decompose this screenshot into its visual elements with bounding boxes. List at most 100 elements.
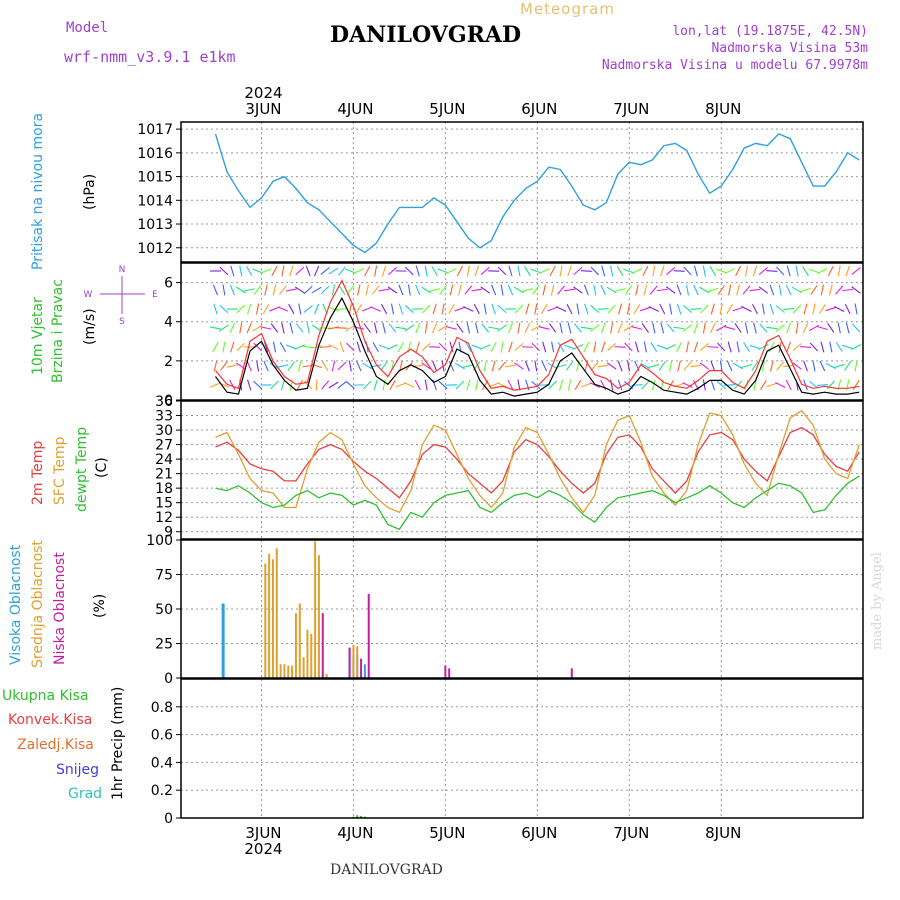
cloud-mid-bar (275, 548, 278, 678)
wind-arrow (659, 303, 666, 315)
wind-arrow (230, 265, 235, 277)
wind-arrow (449, 341, 454, 353)
wind-arrow (247, 379, 252, 391)
wind-arrow (488, 326, 500, 330)
wind-arrow (263, 341, 269, 353)
wind-arrow (634, 360, 640, 372)
wind-arrow (212, 341, 219, 353)
wind-arrow (659, 265, 665, 277)
wind-arrow (623, 268, 634, 274)
wind-arrow (758, 286, 769, 294)
precip-bar (360, 815, 363, 818)
wind-arrow (353, 268, 365, 274)
wind-arrow (365, 284, 370, 296)
wind-arrow (820, 341, 825, 353)
wind-arrow (610, 379, 614, 391)
wind-arrow (314, 303, 320, 315)
wind-arrow (563, 288, 576, 292)
wind-arrow (424, 322, 428, 334)
wind-arrow (236, 342, 246, 352)
wind-arrow (758, 344, 769, 350)
temp2m-line (215, 426, 860, 499)
cloud-mid-bar (317, 555, 320, 678)
wind-arrow (658, 361, 666, 371)
wind-arrow (295, 323, 304, 333)
wind-arrow (497, 324, 507, 332)
wind-arrow (462, 364, 474, 368)
wind-arrow (431, 322, 438, 334)
wind-arrow (769, 284, 775, 296)
wind-arrow (497, 304, 507, 314)
cloud-mid-bar (287, 665, 290, 678)
ytick-label: 15 (155, 496, 173, 512)
legend-zaledj: Zaledj.Kisa (17, 737, 94, 753)
wind-arrow (404, 382, 415, 388)
wind-arrow (583, 341, 590, 353)
wind-arrow (743, 342, 750, 352)
ytick-label: 0.6 (151, 728, 173, 744)
wind-arrow (429, 288, 441, 292)
wind-arrow (631, 326, 643, 330)
ytick-label: 6 (164, 276, 173, 292)
wind-arrow (641, 323, 649, 333)
wind-arrow (229, 379, 236, 391)
wind-arrow (421, 342, 431, 352)
compass-east: E (152, 290, 158, 300)
wind-arrow (682, 305, 693, 313)
wind-arrow (642, 265, 649, 277)
wind-arrow (614, 346, 626, 348)
wind-arrow (842, 288, 854, 292)
wind-arrow (559, 322, 563, 334)
wind-arrow (766, 270, 778, 272)
wind-arrow (567, 322, 572, 334)
wind-arrow (213, 360, 218, 372)
wind-arrow (210, 382, 221, 388)
wind-arrow (643, 341, 647, 353)
wind-arrow (682, 324, 693, 332)
wind-arrow (727, 284, 732, 296)
wind-arrow (549, 265, 556, 277)
wind-arrow (810, 285, 818, 295)
wind-arrow (825, 362, 836, 370)
wind-arrow (348, 360, 352, 372)
wind-arrow (491, 303, 496, 315)
wind-arrow (530, 268, 542, 274)
wind-arrow (338, 266, 346, 276)
wind-arrow (775, 324, 785, 332)
pressure-line (214, 133, 860, 254)
wind-arrow (209, 326, 221, 330)
wind-arrow (407, 284, 411, 296)
wind-arrow (466, 265, 470, 277)
wind-arrow (490, 341, 497, 353)
cloud-mid-bar (306, 629, 309, 678)
wind-arrow (710, 303, 715, 315)
wind-arrow (507, 379, 514, 391)
wind-arrow (690, 308, 702, 310)
wind-arrow (816, 325, 828, 331)
wind-arrow (331, 284, 336, 296)
wind-arrow (693, 265, 698, 277)
wind-arrow (542, 341, 547, 353)
wind-arrow (370, 306, 381, 312)
wind-arrow (311, 286, 322, 294)
wind-arrow (480, 266, 490, 276)
cloud-mid-bar (283, 664, 286, 678)
wind-arrow (707, 346, 719, 348)
wind-arrow (305, 265, 311, 277)
wind-arrow (521, 288, 533, 292)
wind-arrow (270, 323, 279, 333)
wind-arrow (769, 303, 775, 315)
wind-arrow (294, 344, 306, 350)
xtick-label-top: 3JUN (245, 100, 281, 118)
wind-arrow (557, 342, 565, 352)
wind-arrow (702, 265, 706, 277)
wind-arrow (581, 382, 592, 388)
wind-arrow (775, 305, 785, 313)
model-value: wrf-nmm_v3.9.1 e1km (64, 48, 236, 66)
wind-arrow (633, 304, 641, 314)
wind-arrow (776, 266, 785, 276)
wind-arrow (517, 379, 521, 391)
wind-arrow (328, 267, 339, 275)
wind-arrow (380, 361, 388, 371)
